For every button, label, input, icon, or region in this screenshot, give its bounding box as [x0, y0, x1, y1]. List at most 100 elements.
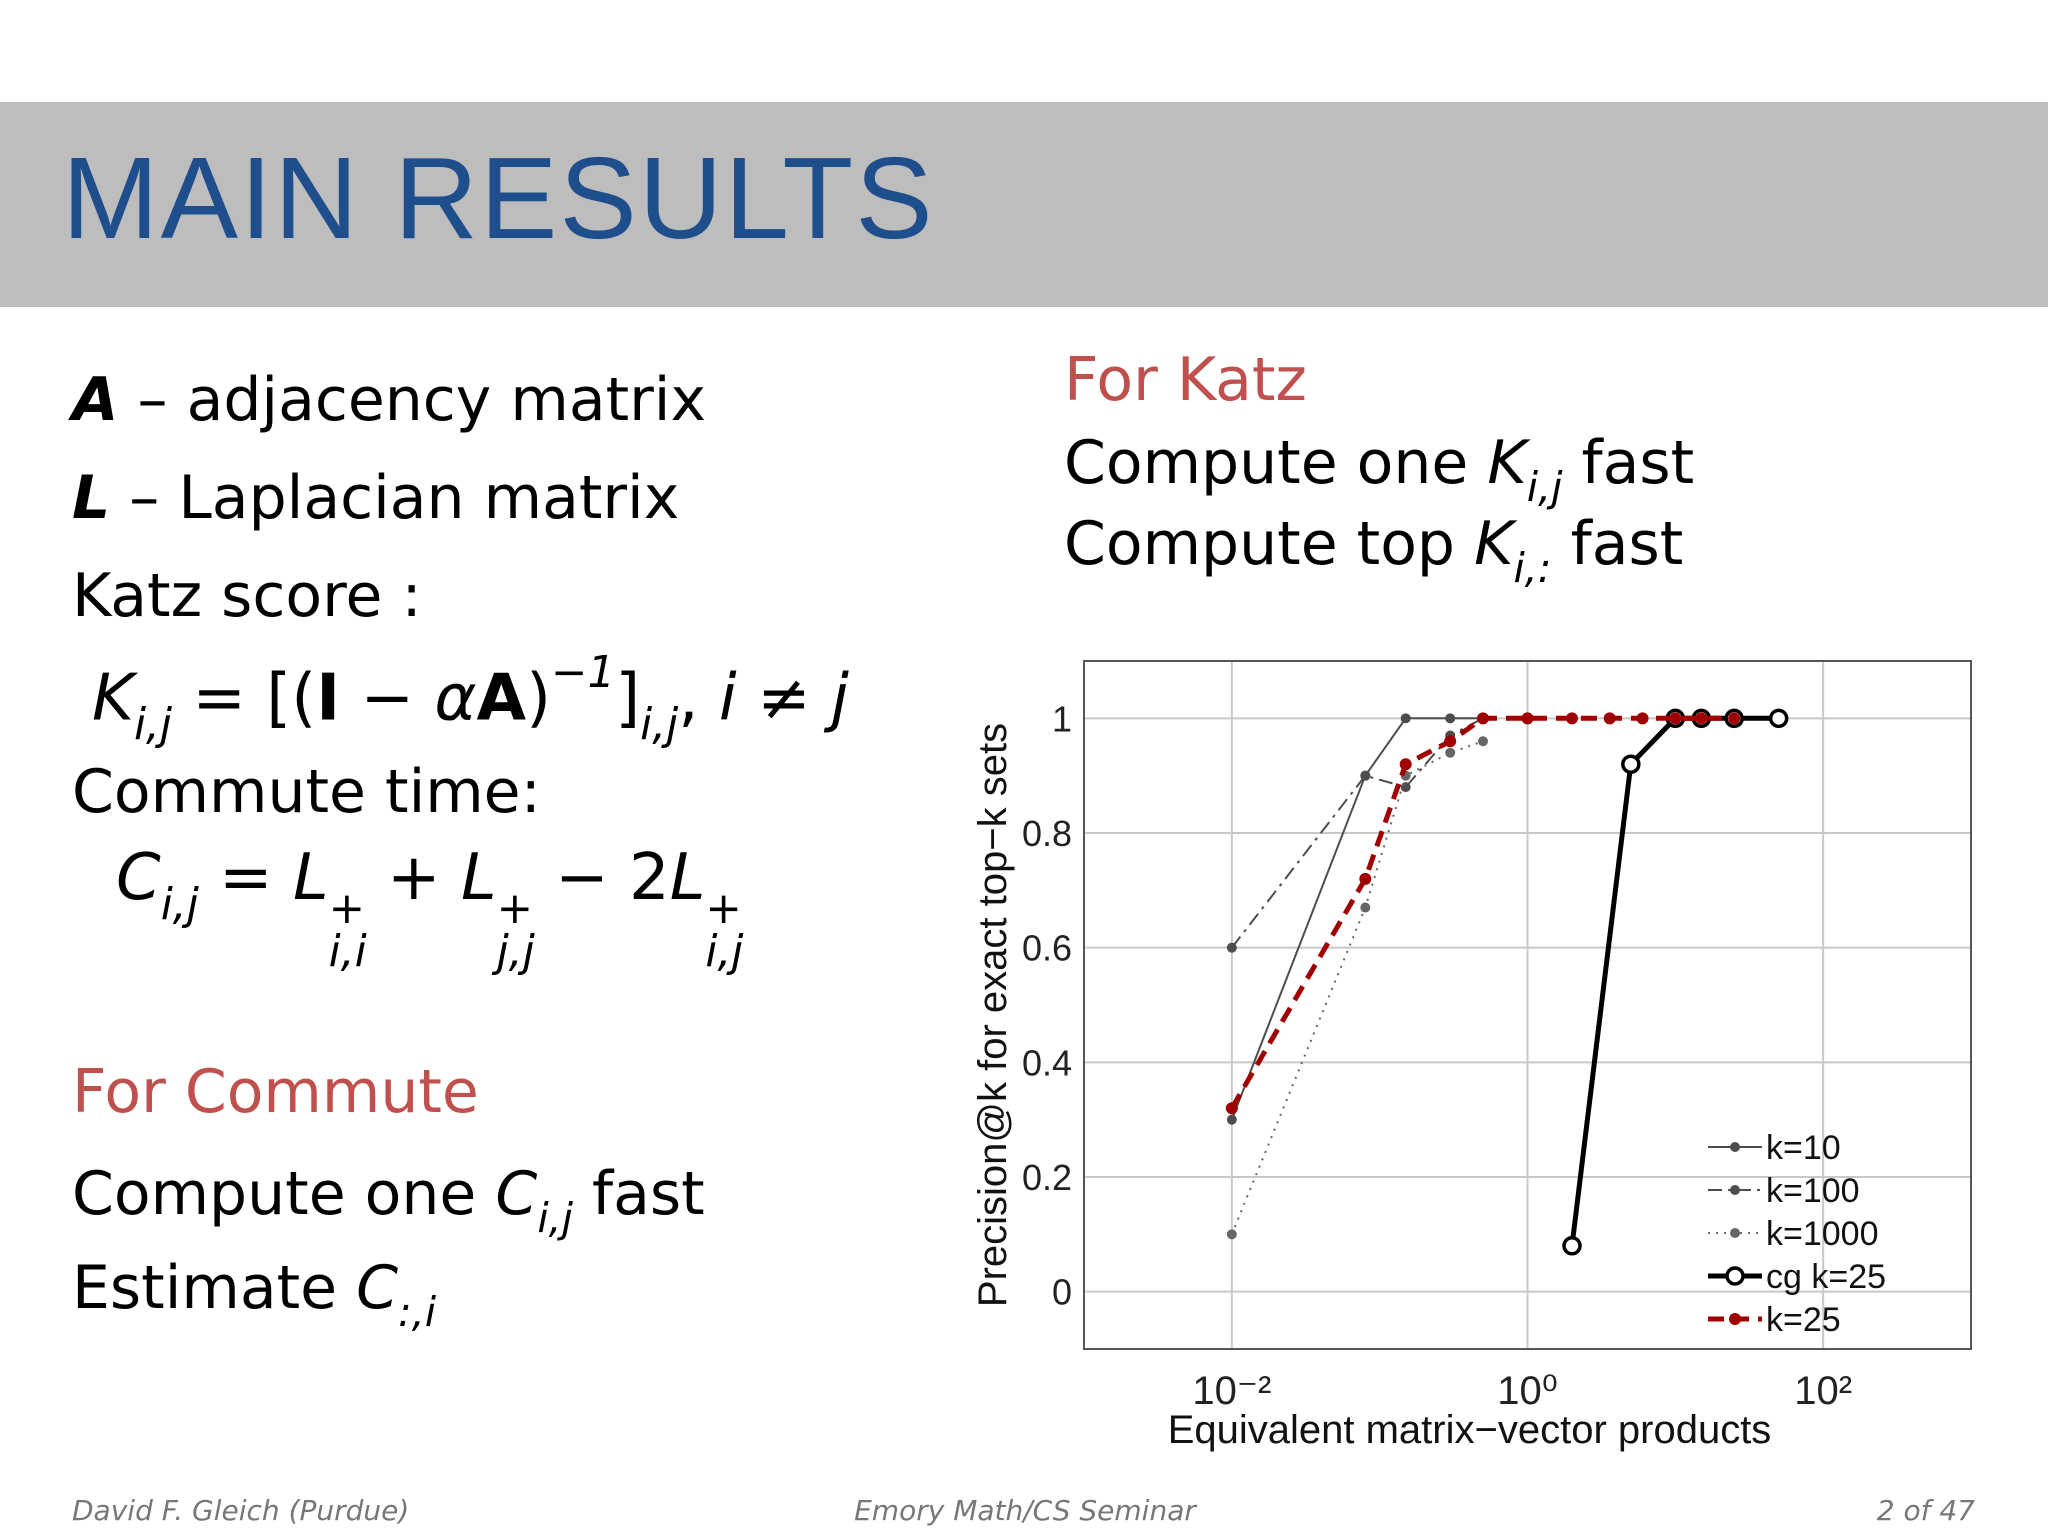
script: i,j [134, 704, 172, 748]
formula-part: L [669, 841, 706, 915]
data-point [1603, 712, 1616, 725]
data-point [1477, 736, 1488, 747]
formula-part: j [830, 661, 849, 736]
subscript: i,j [705, 927, 744, 978]
data-point [1521, 712, 1534, 725]
formula-part: I [316, 661, 341, 736]
formula-part: Compute one [72, 1159, 496, 1229]
superscript: + [705, 883, 742, 934]
formula-part: L [461, 841, 497, 915]
script: + i,j [705, 883, 744, 978]
formula-part: = [( [171, 661, 317, 736]
legend-marker [1730, 1228, 1740, 1238]
data-point [1445, 747, 1456, 758]
data-point [1225, 1102, 1238, 1115]
data-point [1621, 754, 1641, 774]
subscript: :,i [398, 1288, 437, 1337]
formula-part: ≠ [736, 661, 831, 736]
formula-part: Compute top [1064, 509, 1475, 579]
footer-venue: Emory Math/CS Seminar [854, 1494, 1196, 1527]
legend-marker [1725, 1266, 1745, 1286]
data-point [1728, 712, 1741, 725]
formula-part: fast [1551, 509, 1684, 579]
formula-part: − [340, 661, 435, 736]
subscript: i,j [640, 700, 679, 751]
data-point [1360, 902, 1371, 913]
formula-part: A [476, 661, 527, 736]
y-tick-label: 0.6 [1022, 928, 1072, 969]
data-point [1768, 708, 1789, 729]
formula-part: K [1474, 509, 1514, 579]
formula-part: C [116, 841, 161, 915]
data-point [1226, 942, 1237, 953]
formula-part: α [434, 661, 477, 736]
data-point [1400, 782, 1411, 793]
formula-part: = [198, 841, 294, 915]
data-point [1695, 712, 1708, 725]
y-tick-label: 0 [1052, 1272, 1072, 1313]
superscript: −1 [551, 648, 616, 698]
bullet: Estimate C:,i [72, 1258, 436, 1333]
data-point [1636, 712, 1649, 725]
y-tick-label: 0.8 [1022, 813, 1072, 854]
formula-part: K [1487, 428, 1527, 498]
footer-page: 2 of 47 [1876, 1494, 1975, 1527]
script: + i,i [328, 887, 367, 978]
symbol: A [72, 365, 119, 435]
formula-part: Compute one [1064, 428, 1488, 498]
script: i,: [1513, 548, 1551, 589]
x-tick-label: 10² [1794, 1369, 1852, 1413]
superscript: + [496, 883, 534, 934]
slide-title: MAIN RESULTS [62, 133, 935, 263]
legend-label: k=1000 [1766, 1215, 1879, 1253]
subscript: i,j [133, 700, 172, 751]
x-tick-label: 10⁻² [1192, 1369, 1271, 1413]
script: i,j [1527, 467, 1563, 508]
data-point [1226, 1114, 1237, 1125]
data-point [1445, 713, 1456, 724]
data-point [1400, 713, 1411, 724]
formula-part: fast [1562, 428, 1695, 498]
script: i,j [640, 704, 678, 748]
data-point [1360, 770, 1371, 781]
formula-part: fast [572, 1159, 705, 1229]
formula-part: − 2 [534, 841, 670, 915]
data-point [1476, 712, 1489, 725]
data-point [1669, 712, 1682, 725]
legend-marker [1730, 1142, 1740, 1152]
definition: L – Laplacian matrix [72, 468, 679, 528]
formula-part: + [366, 841, 461, 915]
legend-label: k=25 [1766, 1301, 1841, 1339]
subscript: j,j [496, 927, 535, 978]
script: + j,j [496, 883, 535, 978]
formula-part: Estimate [72, 1253, 357, 1323]
script: i,j [161, 883, 199, 928]
legend-marker [1730, 1185, 1740, 1195]
symbol: L [72, 463, 111, 533]
definition-text: – Laplacian matrix [110, 463, 680, 533]
definition-text: – adjacency matrix [118, 365, 706, 435]
subscript: i,j [537, 1194, 573, 1243]
formula-part: ] [615, 661, 641, 736]
y-axis-label: Precision@k for exact top−k sets [971, 723, 1015, 1307]
formula-part: L [293, 841, 329, 915]
commute-label: Commute time: [72, 757, 541, 827]
formula-part: ) [526, 661, 552, 736]
legend-label: cg k=25 [1766, 1258, 1886, 1296]
data-point [1566, 712, 1579, 725]
legend-label: k=100 [1766, 1172, 1860, 1210]
section-heading: For Katz [1064, 345, 1307, 415]
katz-label: Katz score : [72, 561, 422, 631]
y-tick-label: 1 [1052, 698, 1072, 739]
subscript: i,i [328, 927, 367, 978]
x-axis-label: Equivalent matrix−vector products [1168, 1408, 1772, 1452]
section-heading: For Commute [72, 1057, 479, 1127]
